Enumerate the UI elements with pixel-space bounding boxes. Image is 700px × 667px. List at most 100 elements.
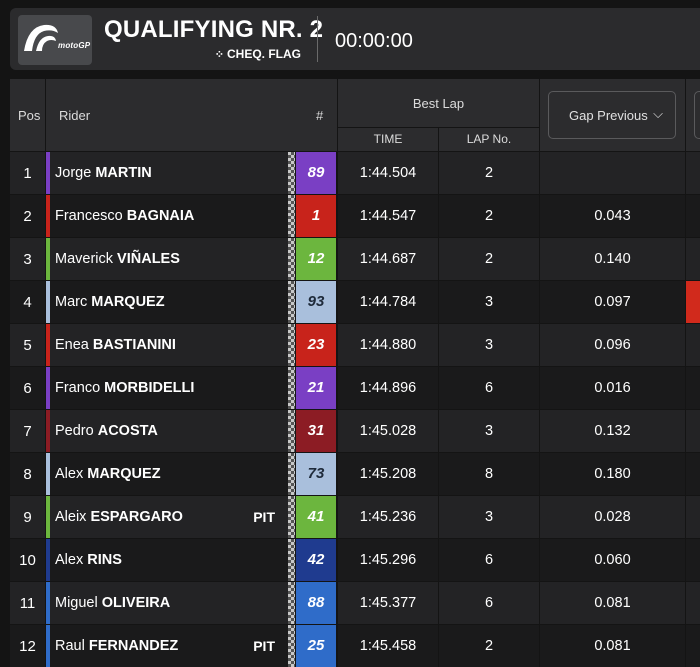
table-row[interactable]: 11 Miguel OLIVEIRA 88 1:45.377 6 0.081 <box>10 582 700 624</box>
extra-cell <box>686 410 700 452</box>
pos-cell: 12 <box>10 625 45 667</box>
gap-cell: 0.081 <box>540 582 685 624</box>
rider-number-badge: 31 <box>296 410 336 452</box>
rider-last-name: MARQUEZ <box>87 466 161 482</box>
extra-cell <box>686 152 700 194</box>
rider-first-name: Marc <box>55 294 88 310</box>
pos-cell: 5 <box>10 324 45 366</box>
rider-first-name: Maverick <box>55 251 114 267</box>
position: 2 <box>23 208 32 225</box>
rider-name: Pedro ACOSTA <box>55 423 158 439</box>
gap-value: 0.043 <box>594 208 631 224</box>
best-lap-time: 1:45.377 <box>359 595 417 611</box>
rider-cell: Miguel OLIVEIRA <box>46 582 295 624</box>
rider-number: 42 <box>307 551 325 568</box>
table-row[interactable]: 4 Marc MARQUEZ 93 1:44.784 3 0.097 <box>10 281 700 323</box>
gap-type-dropdown[interactable]: Gap Previous ⌵ <box>548 91 676 139</box>
gap-cell: 0.081 <box>540 625 685 667</box>
rider-first-name: Jorge <box>55 165 92 181</box>
checkered-flag-strip <box>288 410 295 452</box>
lap-number-cell: 3 <box>439 324 539 366</box>
pos-cell: 10 <box>10 539 45 581</box>
checkered-flag-strip <box>288 539 295 581</box>
best-lap-time: 1:45.236 <box>359 509 417 525</box>
lap-number: 2 <box>484 638 494 654</box>
table-row[interactable]: 3 Maverick VIÑALES 12 1:44.687 2 0.140 <box>10 238 700 280</box>
column-header-lap-no: LAP No. <box>439 128 539 151</box>
gap-value: 0.016 <box>594 380 631 396</box>
extra-cell <box>686 367 700 409</box>
rider-first-name: Aleix <box>55 509 87 525</box>
rider-name: Maverick VIÑALES <box>55 251 180 267</box>
rider-first-name: Pedro <box>55 423 94 439</box>
extra-cell <box>686 496 700 538</box>
best-lap-time-cell: 1:44.880 <box>338 324 438 366</box>
gap-cell <box>540 152 685 194</box>
rider-number: 31 <box>307 422 325 439</box>
best-lap-time: 1:44.880 <box>359 337 417 353</box>
rider-name: Alex MARQUEZ <box>55 466 161 482</box>
team-color-bar <box>46 238 50 280</box>
rider-cell: Pedro ACOSTA <box>46 410 295 452</box>
checkered-flag-strip <box>288 582 295 624</box>
rider-number: 93 <box>307 293 325 310</box>
table-row[interactable]: 8 Alex MARQUEZ 73 1:45.208 8 0.180 <box>10 453 700 495</box>
team-color-bar <box>46 453 50 495</box>
table-row[interactable]: 12 Raul FERNANDEZ PIT 25 1:45.458 2 0.081 <box>10 625 700 667</box>
gap-cell: 0.028 <box>540 496 685 538</box>
best-lap-time-cell: 1:45.208 <box>338 453 438 495</box>
column-header-rider-label: Rider <box>59 108 91 123</box>
rider-last-name: BASTIANINI <box>92 337 176 353</box>
rider-number: 12 <box>307 250 325 267</box>
table-row[interactable]: 9 Aleix ESPARGARO PIT 41 1:45.236 3 0.028 <box>10 496 700 538</box>
best-lap-time-cell: 1:45.296 <box>338 539 438 581</box>
team-color-bar <box>46 152 50 194</box>
rider-name: Alex RINS <box>55 552 122 568</box>
table-row[interactable]: 6 Franco MORBIDELLI 21 1:44.896 6 0.016 <box>10 367 700 409</box>
best-lap-time: 1:45.458 <box>359 638 417 654</box>
logo-text: motoGP <box>58 41 91 50</box>
gap-value: 0.096 <box>594 337 631 353</box>
motogp-logo-icon <box>24 24 58 51</box>
best-lap-time-cell: 1:45.377 <box>338 582 438 624</box>
pos-cell: 2 <box>10 195 45 237</box>
best-lap-time-cell: 1:44.784 <box>338 281 438 323</box>
table-row[interactable]: 10 Alex RINS 42 1:45.296 6 0.060 <box>10 539 700 581</box>
gap-type-dropdown-label: Gap Previous <box>569 108 648 123</box>
rider-number-badge: 42 <box>296 539 336 581</box>
gap-value: 0.132 <box>594 423 631 439</box>
gap-value: 0.060 <box>594 552 631 568</box>
lap-number: 3 <box>484 337 494 353</box>
extra-column-dropdown[interactable] <box>694 91 700 139</box>
rider-number-badge: 25 <box>296 625 336 667</box>
rider-cell: Raul FERNANDEZ PIT <box>46 625 295 667</box>
table-row[interactable]: 5 Enea BASTIANINI 23 1:44.880 3 0.096 <box>10 324 700 366</box>
gap-value: 0.140 <box>594 251 631 267</box>
column-header-time: TIME <box>338 128 438 151</box>
team-color-bar <box>46 582 50 624</box>
lap-number: 6 <box>484 552 494 568</box>
rider-first-name: Francesco <box>55 208 123 224</box>
table-row[interactable]: 1 Jorge MARTIN 89 1:44.504 2 <box>10 152 700 194</box>
rider-number: 41 <box>307 508 325 525</box>
gap-cell: 0.097 <box>540 281 685 323</box>
rider-last-name: VIÑALES <box>117 251 180 267</box>
best-lap-time: 1:44.896 <box>359 380 417 396</box>
table-row[interactable]: 2 Francesco BAGNAIA 1 1:44.547 2 0.043 <box>10 195 700 237</box>
rider-cell: Alex MARQUEZ <box>46 453 295 495</box>
table-row[interactable]: 7 Pedro ACOSTA 31 1:45.028 3 0.132 <box>10 410 700 452</box>
column-header-rider: Rider # <box>46 79 337 151</box>
lap-number-cell: 6 <box>439 367 539 409</box>
rider-name: Marc MARQUEZ <box>55 294 165 310</box>
lap-number: 8 <box>484 466 494 482</box>
checkered-flag-strip <box>288 496 295 538</box>
gap-cell: 0.060 <box>540 539 685 581</box>
best-lap-time: 1:45.208 <box>359 466 417 482</box>
best-lap-time-cell: 1:45.028 <box>338 410 438 452</box>
extra-cell <box>686 453 700 495</box>
team-color-bar <box>46 281 50 323</box>
lap-number-cell: 3 <box>439 496 539 538</box>
rider-number-badge: 73 <box>296 453 336 495</box>
gap-cell: 0.096 <box>540 324 685 366</box>
gap-value: 0.081 <box>594 638 631 654</box>
